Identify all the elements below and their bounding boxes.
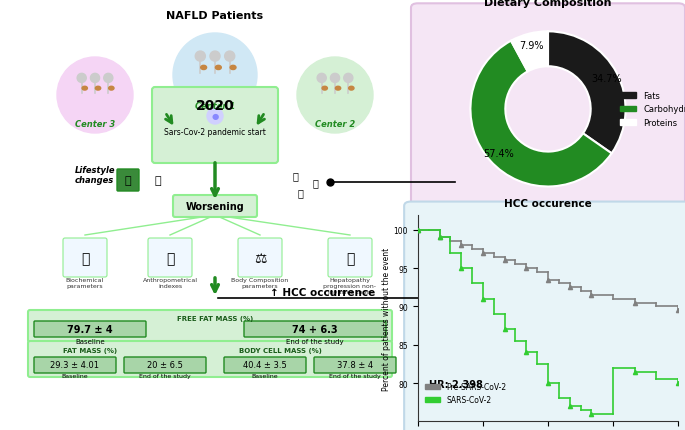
- FancyBboxPatch shape: [238, 239, 282, 277]
- Text: Body Composition
parameters: Body Composition parameters: [232, 277, 288, 288]
- Text: 🫀: 🫀: [346, 252, 354, 265]
- FancyBboxPatch shape: [314, 357, 396, 373]
- Circle shape: [317, 74, 326, 83]
- Text: FREE FAT MASS (%): FREE FAT MASS (%): [177, 315, 253, 321]
- Text: 37.8 ± 4: 37.8 ± 4: [337, 361, 373, 370]
- Circle shape: [225, 52, 235, 62]
- Text: 7.9%: 7.9%: [519, 41, 544, 51]
- FancyBboxPatch shape: [328, 239, 372, 277]
- Ellipse shape: [230, 66, 236, 71]
- Circle shape: [77, 74, 86, 83]
- FancyBboxPatch shape: [28, 341, 392, 377]
- Text: 🪑: 🪑: [125, 175, 132, 186]
- Text: 2020: 2020: [196, 99, 234, 113]
- FancyBboxPatch shape: [117, 169, 139, 191]
- Text: HR: 2.398: HR: 2.398: [429, 379, 482, 389]
- Text: 79.7 ± 4: 79.7 ± 4: [67, 324, 113, 334]
- Text: Hepatopathy
progression non-
invasive tools: Hepatopathy progression non- invasive to…: [323, 277, 377, 294]
- FancyBboxPatch shape: [173, 196, 257, 218]
- Text: Center 1: Center 1: [195, 102, 235, 111]
- Text: 📏: 📏: [166, 252, 174, 265]
- Text: ⚖: ⚖: [253, 252, 266, 265]
- FancyBboxPatch shape: [28, 310, 392, 342]
- Text: End of the study: End of the study: [286, 338, 344, 344]
- Text: NAFLD Patients: NAFLD Patients: [166, 11, 264, 21]
- Text: Biochemical
parameters: Biochemical parameters: [66, 277, 104, 288]
- Text: ●: ●: [212, 112, 219, 121]
- Text: 40.4 ± 3.5: 40.4 ± 3.5: [243, 361, 287, 370]
- Ellipse shape: [95, 87, 101, 91]
- Text: 74 + 6.3: 74 + 6.3: [292, 324, 338, 334]
- Text: Baseline: Baseline: [62, 373, 88, 378]
- Legend: Fats, Carbohydrates, Proteins: Fats, Carbohydrates, Proteins: [616, 89, 685, 131]
- Wedge shape: [511, 32, 548, 72]
- Wedge shape: [548, 32, 625, 154]
- Circle shape: [297, 58, 373, 134]
- Ellipse shape: [336, 87, 340, 91]
- Text: 57.4%: 57.4%: [484, 148, 514, 159]
- Text: Worsening: Worsening: [186, 202, 245, 212]
- Text: 🏃: 🏃: [155, 175, 161, 186]
- Text: Lifestyle
changes: Lifestyle changes: [75, 166, 116, 185]
- Text: Baseline: Baseline: [251, 373, 278, 378]
- Ellipse shape: [349, 87, 354, 91]
- Ellipse shape: [82, 87, 88, 91]
- Legend: Pre-SARS-CoV-2, SARS-CoV-2: Pre-SARS-CoV-2, SARS-CoV-2: [422, 379, 509, 407]
- FancyBboxPatch shape: [224, 357, 306, 373]
- Wedge shape: [471, 42, 612, 187]
- Circle shape: [207, 109, 223, 125]
- Ellipse shape: [201, 66, 207, 71]
- Text: 34.7%: 34.7%: [591, 74, 622, 84]
- Text: End of the study: End of the study: [139, 373, 191, 378]
- Text: Baseline: Baseline: [75, 338, 105, 344]
- Circle shape: [330, 74, 340, 83]
- Text: Center 3: Center 3: [75, 119, 115, 128]
- FancyBboxPatch shape: [124, 357, 206, 373]
- Circle shape: [103, 74, 113, 83]
- Text: 🍕: 🍕: [312, 178, 318, 187]
- FancyBboxPatch shape: [148, 239, 192, 277]
- Circle shape: [57, 58, 133, 134]
- FancyBboxPatch shape: [34, 321, 146, 337]
- Circle shape: [173, 34, 257, 118]
- Ellipse shape: [322, 87, 327, 91]
- Text: ↑ HCC occurrence: ↑ HCC occurrence: [270, 287, 375, 297]
- Text: Center 2: Center 2: [315, 119, 355, 128]
- Text: FAT MASS (%): FAT MASS (%): [63, 347, 117, 353]
- Text: Anthropometrical
indexes: Anthropometrical indexes: [142, 277, 197, 288]
- Y-axis label: Percent of patients without the event: Percent of patients without the event: [382, 247, 391, 390]
- FancyBboxPatch shape: [152, 88, 278, 164]
- Title: Dietary Composition: Dietary Composition: [484, 0, 612, 8]
- Text: 🍩: 🍩: [297, 187, 303, 197]
- Circle shape: [210, 52, 220, 62]
- Text: 🍔: 🍔: [292, 171, 298, 181]
- Text: BODY CELL MASS (%): BODY CELL MASS (%): [238, 347, 321, 353]
- Title: HCC occurence: HCC occurence: [504, 199, 592, 209]
- Circle shape: [344, 74, 353, 83]
- Ellipse shape: [109, 87, 114, 91]
- Text: 29.3 ± 4.01: 29.3 ± 4.01: [51, 361, 99, 370]
- FancyBboxPatch shape: [63, 239, 107, 277]
- Text: End of the study: End of the study: [329, 373, 381, 378]
- FancyBboxPatch shape: [34, 357, 116, 373]
- Circle shape: [195, 52, 206, 62]
- Text: 🧪: 🧪: [81, 252, 89, 265]
- Text: Sars-Cov-2 pandemic start: Sars-Cov-2 pandemic start: [164, 128, 266, 137]
- Ellipse shape: [215, 66, 221, 71]
- FancyBboxPatch shape: [244, 321, 386, 337]
- Text: 20 ± 6.5: 20 ± 6.5: [147, 361, 183, 370]
- Circle shape: [90, 74, 99, 83]
